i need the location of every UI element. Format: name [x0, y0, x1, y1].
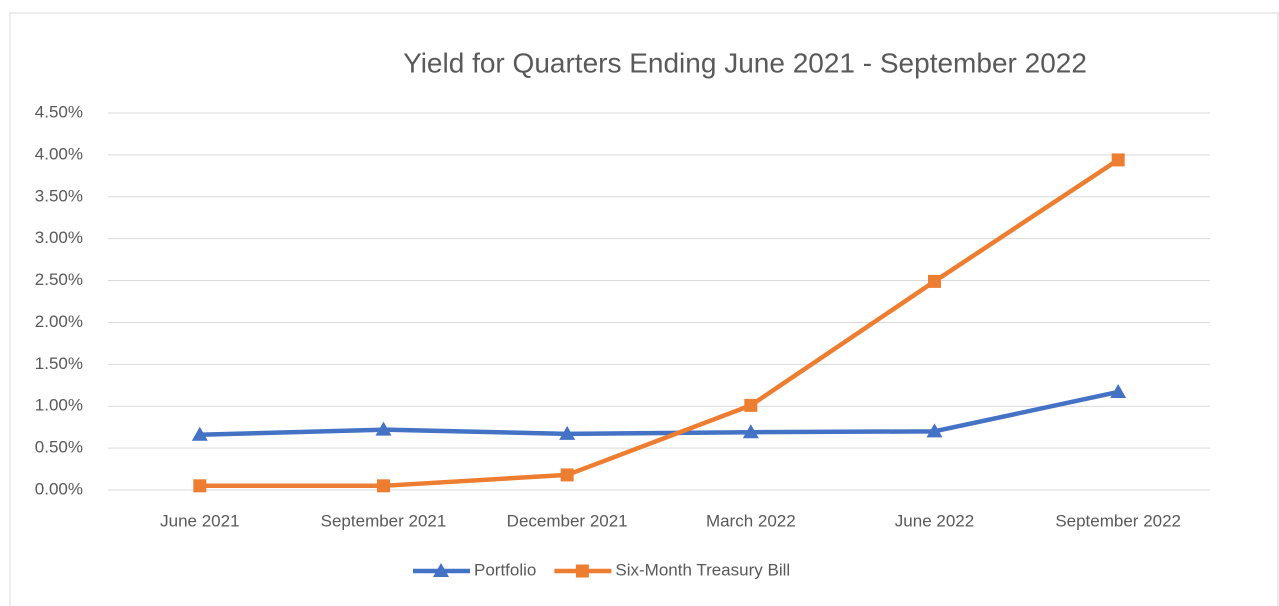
data-point	[928, 274, 941, 288]
y-tick-label: 1.50%	[35, 354, 83, 373]
y-tick-label: 4.50%	[35, 102, 83, 121]
data-point	[744, 398, 758, 412]
data-point	[193, 479, 207, 493]
y-tick-label: 2.00%	[35, 312, 83, 331]
data-point	[560, 468, 574, 482]
series-line	[199, 158, 1120, 489]
x-tick-label: June 2021	[160, 511, 239, 530]
x-tick-label: June 2022	[895, 511, 974, 530]
chart-title: Yield for Quarters Ending June 2021 - Se…	[403, 47, 1087, 78]
data-point	[742, 424, 759, 439]
y-tick-label: 4.00%	[35, 144, 83, 163]
data-point	[926, 423, 943, 438]
y-tick-label: 0.00%	[35, 479, 83, 498]
legend-label: Portfolio	[474, 560, 536, 579]
x-tick-label: September 2022	[1055, 511, 1181, 530]
y-tick-label: 3.50%	[35, 186, 83, 205]
legend-marker	[433, 563, 449, 577]
series-line	[199, 389, 1119, 437]
y-tick-label: 1.00%	[35, 396, 83, 415]
legend-label: Six-Month Treasury Bill	[615, 560, 790, 579]
data-point	[375, 421, 392, 436]
y-tick-label: 2.50%	[35, 270, 83, 289]
x-tick-label: December 2021	[507, 511, 628, 530]
x-tick-label: March 2022	[706, 511, 796, 530]
data-point	[191, 426, 208, 441]
y-tick-label: 3.00%	[35, 228, 83, 247]
x-tick-label: September 2021	[321, 511, 447, 530]
data-point	[1111, 153, 1125, 167]
legend-marker	[575, 564, 589, 578]
chart-frame	[9, 12, 1279, 606]
data-point	[1110, 383, 1127, 398]
y-tick-label: 0.50%	[35, 438, 83, 457]
data-point	[559, 425, 576, 440]
data-point	[377, 479, 390, 493]
